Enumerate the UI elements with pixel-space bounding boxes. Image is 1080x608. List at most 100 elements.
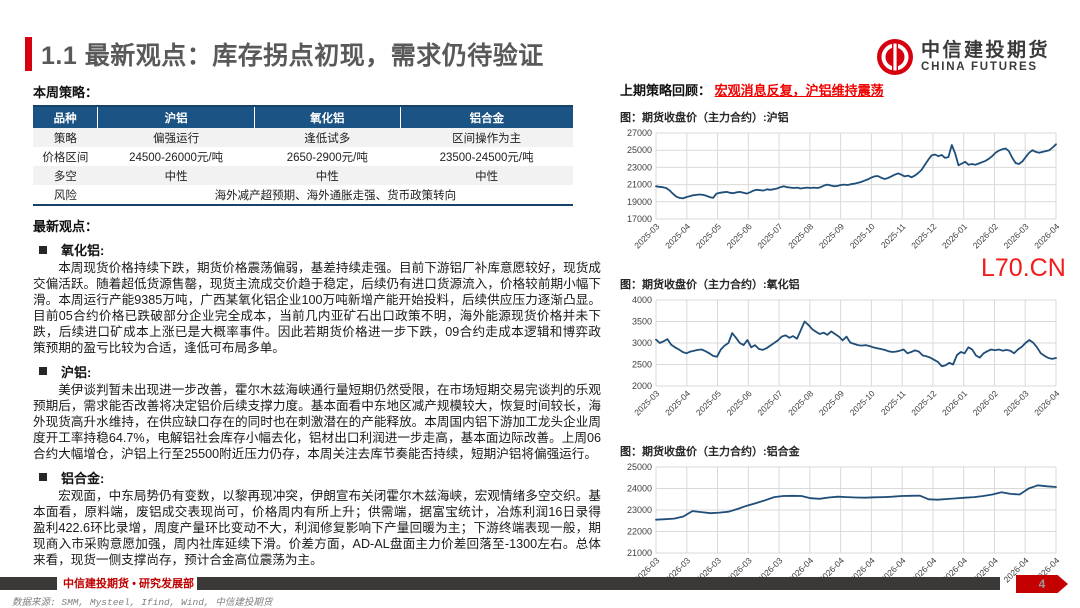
table-row: 价格区间 24500-26000元/吨 2650-2900元/吨 23500-2… bbox=[33, 147, 573, 166]
header-variety: 品种 bbox=[33, 106, 98, 128]
section-heading-alloy: 铝合金: bbox=[39, 468, 603, 487]
bullet-square-icon bbox=[39, 245, 47, 254]
svg-text:19000: 19000 bbox=[627, 197, 652, 207]
section-title: 沪铝: bbox=[61, 364, 92, 380]
header-alumina: 氧化铝 bbox=[253, 106, 401, 128]
header-alloy: 铝合金 bbox=[399, 106, 573, 128]
table-header-row: 品种 沪铝 氧化铝 铝合金 bbox=[33, 106, 573, 128]
svg-text:2025-08: 2025-08 bbox=[786, 221, 815, 250]
section-title: 氧化铝: bbox=[61, 243, 105, 258]
section-heading-shalu: 沪铝: bbox=[39, 362, 603, 381]
left-column: 1.1 最新观点：库存拐点初现，需求仍待验证 本周策略： 品种 沪铝 氧化铝 铝… bbox=[25, 36, 603, 571]
bullet-square-icon bbox=[39, 367, 47, 376]
table-row: 策略 偏强运行 逢低试多 区间操作为主 bbox=[33, 128, 573, 147]
footer-bar-segment bbox=[0, 577, 57, 590]
cell: 24500-26000元/吨 bbox=[129, 151, 224, 164]
svg-text:2025-04: 2025-04 bbox=[663, 221, 692, 250]
svg-text:4000: 4000 bbox=[632, 295, 652, 305]
cell: 偏强运行 bbox=[97, 128, 255, 147]
cell: 区间操作为主 bbox=[400, 128, 573, 147]
svg-text:2026-03: 2026-03 bbox=[1002, 388, 1031, 417]
section-body-alloy: 宏观面，中东局势仍有变数，以黎再现冲突，伊朗宣布关闭霍尔木兹海峡，宏观情绪多空交… bbox=[33, 488, 601, 567]
footer-department: 中信建投期货 • 研究发展部 bbox=[63, 578, 194, 590]
svg-text:25000: 25000 bbox=[627, 145, 652, 155]
page-title: 1.1 最新观点：库存拐点初现，需求仍待验证 bbox=[41, 42, 544, 70]
svg-text:2025-03: 2025-03 bbox=[632, 221, 661, 250]
svg-text:2025-06: 2025-06 bbox=[725, 388, 754, 417]
svg-text:2025-10: 2025-10 bbox=[848, 221, 877, 250]
svg-text:25000: 25000 bbox=[627, 462, 652, 472]
svg-text:2025-05: 2025-05 bbox=[694, 388, 723, 417]
section-title: 铝合金: bbox=[61, 470, 105, 486]
row-label: 风险 bbox=[53, 189, 77, 202]
data-source-note: 数据来源: SMM, Mysteel, Ifind, Wind, 中信建投期货 bbox=[12, 597, 273, 608]
svg-text:2026-04: 2026-04 bbox=[1032, 388, 1061, 417]
svg-text:2025-06: 2025-06 bbox=[725, 221, 754, 250]
svg-text:2026-01: 2026-01 bbox=[940, 388, 969, 417]
latest-views-label: 最新观点： bbox=[33, 219, 99, 234]
svg-text:2026-02: 2026-02 bbox=[971, 388, 1000, 417]
logo-text: 中信建投期货 CHINA FUTURES bbox=[921, 41, 1050, 73]
svg-text:2026-03: 2026-03 bbox=[1002, 221, 1031, 250]
chart-title: 图：期货收盘价（主力合约）:氧化铝 bbox=[620, 279, 800, 291]
svg-text:2025-08: 2025-08 bbox=[786, 388, 815, 417]
company-logo: 中信建投期货 CHINA FUTURES bbox=[876, 38, 1050, 76]
previous-strategy-review: 上期策略回顾： 宏观消息反复，沪铝维持震荡 bbox=[620, 80, 1068, 99]
svg-text:2025-09: 2025-09 bbox=[817, 388, 846, 417]
cell: 中性 bbox=[97, 166, 255, 185]
chart-title: 图：期货收盘价（主力合约）:沪铝 bbox=[620, 112, 789, 124]
svg-text:2500: 2500 bbox=[632, 360, 652, 370]
svg-text:22000: 22000 bbox=[627, 527, 652, 537]
cell: 中性 bbox=[254, 166, 401, 185]
svg-text:2025-07: 2025-07 bbox=[755, 388, 784, 417]
section-heading-alumina: 氧化铝: bbox=[39, 240, 603, 259]
logo-name-en: CHINA FUTURES bbox=[921, 60, 1038, 73]
row-label: 多空 bbox=[33, 166, 98, 185]
strategy-table: 品种 沪铝 氧化铝 铝合金 策略 偏强运行 逢低试多 区间操作为主 价格区间 2… bbox=[33, 105, 573, 206]
review-highlight-link[interactable]: 宏观消息反复，沪铝维持震荡 bbox=[714, 83, 884, 98]
svg-text:2025-07: 2025-07 bbox=[755, 221, 784, 250]
logo-name-cn: 中信建投期货 bbox=[921, 40, 1051, 62]
svg-text:2025-11: 2025-11 bbox=[879, 388, 908, 417]
svg-text:2025-12: 2025-12 bbox=[909, 388, 938, 417]
svg-text:2000: 2000 bbox=[632, 381, 652, 391]
svg-text:2025-10: 2025-10 bbox=[848, 388, 877, 417]
svg-text:2025-11: 2025-11 bbox=[879, 221, 908, 250]
svg-text:2025-03: 2025-03 bbox=[632, 388, 661, 417]
page-number-badge: 4 bbox=[1016, 575, 1068, 593]
svg-text:2026-02: 2026-02 bbox=[971, 221, 1000, 250]
svg-text:24000: 24000 bbox=[627, 484, 652, 494]
svg-text:2026-04: 2026-04 bbox=[1032, 221, 1061, 250]
chart-block-alumina: 图：期货收盘价（主力合约）:氧化铝 2000 2500 3000 3500 4000 20… bbox=[620, 276, 1068, 439]
svg-text:17000: 17000 bbox=[627, 214, 652, 224]
section-body-alumina: 本周现货价格持续下跌，期货价格震荡偏弱，基差持续走强。目前下游铝厂补库意愿较好，… bbox=[33, 261, 601, 355]
svg-text:23000: 23000 bbox=[627, 505, 652, 515]
svg-text:2025-09: 2025-09 bbox=[817, 221, 846, 250]
svg-text:21000: 21000 bbox=[627, 548, 652, 558]
svg-text:2025-04: 2025-04 bbox=[663, 388, 692, 417]
svg-text:2025-05: 2025-05 bbox=[694, 221, 723, 250]
svg-text:3500: 3500 bbox=[632, 317, 652, 327]
header-shalu: 沪铝 bbox=[97, 106, 255, 128]
right-column: 上期策略回顾： 宏观消息反复，沪铝维持震荡 图：期货收盘价（主力合约）:沪铝 1… bbox=[620, 80, 1068, 608]
table-row: 多空 中性 中性 中性 bbox=[33, 166, 573, 185]
title-row: 1.1 最新观点：库存拐点初现，需求仍待验证 bbox=[25, 36, 603, 72]
cell: 2650-2900元/吨 bbox=[286, 151, 368, 164]
footer-bar-segment bbox=[197, 577, 1000, 590]
row-label: 策略 bbox=[33, 128, 98, 147]
svg-text:2025-12: 2025-12 bbox=[909, 221, 938, 250]
row-label: 价格区间 bbox=[42, 151, 89, 164]
latest-views-block: 最新观点： 氧化铝: 本周现货价格持续下跌，期货价格震荡偏弱，基差持续走强。目前… bbox=[25, 216, 603, 569]
svg-text:21000: 21000 bbox=[627, 180, 652, 190]
chart-title: 图：期货收盘价（主力合约）:铝合金 bbox=[620, 446, 800, 458]
chart-block-shalu: 图：期货收盘价（主力合约）:沪铝 17000 19000 21000 23000 250… bbox=[620, 109, 1068, 272]
bullet-square-icon bbox=[39, 473, 47, 482]
citic-emblem-icon bbox=[877, 39, 913, 75]
svg-text:27000: 27000 bbox=[627, 128, 652, 138]
cell: 23500-24500元/吨 bbox=[439, 151, 534, 164]
svg-text:3000: 3000 bbox=[632, 338, 652, 348]
section-body-shalu: 美伊谈判暂未出现进一步改善，霍尔木兹海峡通行量短期仍然受限，在市场短期交易完谈判… bbox=[33, 382, 601, 461]
